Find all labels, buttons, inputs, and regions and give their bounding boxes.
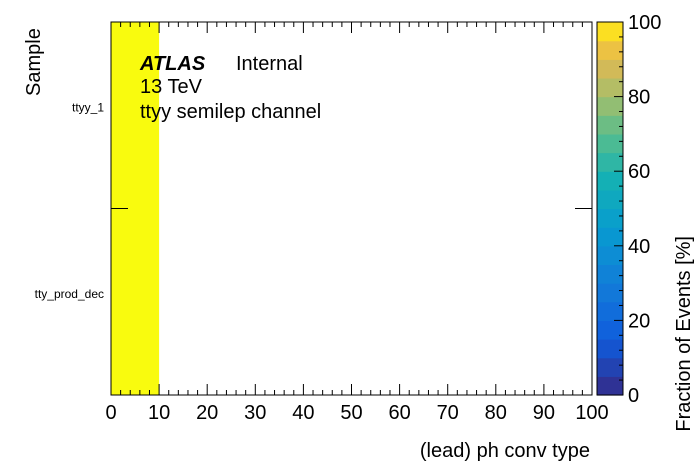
atlas-label: ATLAS <box>139 53 206 75</box>
colorbar-band <box>597 22 623 42</box>
channel-label: ttyy semilep channel <box>140 101 321 123</box>
x-tick-label: 80 <box>485 402 507 424</box>
colorbar-band <box>597 339 623 359</box>
x-tick-label: 70 <box>437 402 459 424</box>
y-axis-title: Sample <box>23 28 45 96</box>
colorbar-frame <box>596 21 624 396</box>
colorbar-tick-label: 0 <box>628 385 639 407</box>
colorbar-band <box>597 301 623 321</box>
x-tick-label: 100 <box>575 402 608 424</box>
heatmap-cells <box>111 22 160 395</box>
colorbar-tick-label: 40 <box>628 236 650 258</box>
colorbar-band <box>597 245 623 266</box>
colorbar-tick-label: 60 <box>628 161 650 183</box>
x-tick-label: 10 <box>148 402 170 424</box>
y-category-label: ttyy_1 <box>72 100 104 114</box>
status-label: Internal <box>236 53 303 75</box>
colorbar-tick-label: 20 <box>628 310 650 332</box>
x-axis-ticks: 0 10 20 30 40 50 60 70 80 90 100 <box>105 22 609 424</box>
colorbar-band <box>597 227 623 247</box>
colorbar-band <box>597 208 623 228</box>
colorbar-band <box>597 283 623 303</box>
colorbar-band <box>597 77 623 98</box>
colorbar-band <box>597 59 623 79</box>
colorbar-band <box>597 152 623 172</box>
colorbar-band <box>597 320 623 340</box>
colorbar-band <box>597 189 623 210</box>
colorbar-band <box>597 96 623 116</box>
colorbar-band <box>597 115 623 135</box>
energy-label: 13 TeV <box>140 76 203 98</box>
colorbar-band <box>597 357 623 377</box>
y-axis-ticks: tty_prod_dec ttyy_1 <box>35 100 592 301</box>
colorbar-band <box>597 264 623 284</box>
colorbar-title: Fraction of Events [%] <box>673 236 695 432</box>
x-tick-label: 40 <box>292 402 314 424</box>
x-tick-label: 60 <box>388 402 410 424</box>
colorbar-band <box>597 376 623 396</box>
colorbar-band <box>597 171 623 191</box>
colorbar-band <box>597 40 623 60</box>
y-category-label: tty_prod_dec <box>35 287 104 301</box>
heatmap-cell-ttyy_1 <box>111 22 160 209</box>
colorbar-band <box>597 133 623 154</box>
x-tick-label: 0 <box>105 402 116 424</box>
colorbar-tick-label: 80 <box>628 87 650 109</box>
colorbar: 0 20 40 60 80 100 <box>596 12 661 407</box>
x-axis-title: (lead) ph conv type <box>420 440 590 462</box>
colorbar-tick-label: 100 <box>628 12 661 34</box>
x-tick-label: 30 <box>244 402 266 424</box>
x-tick-label: 90 <box>533 402 555 424</box>
x-tick-label: 50 <box>340 402 362 424</box>
heatmap-cell-tty_prod_dec <box>111 208 160 395</box>
x-tick-label: 20 <box>196 402 218 424</box>
